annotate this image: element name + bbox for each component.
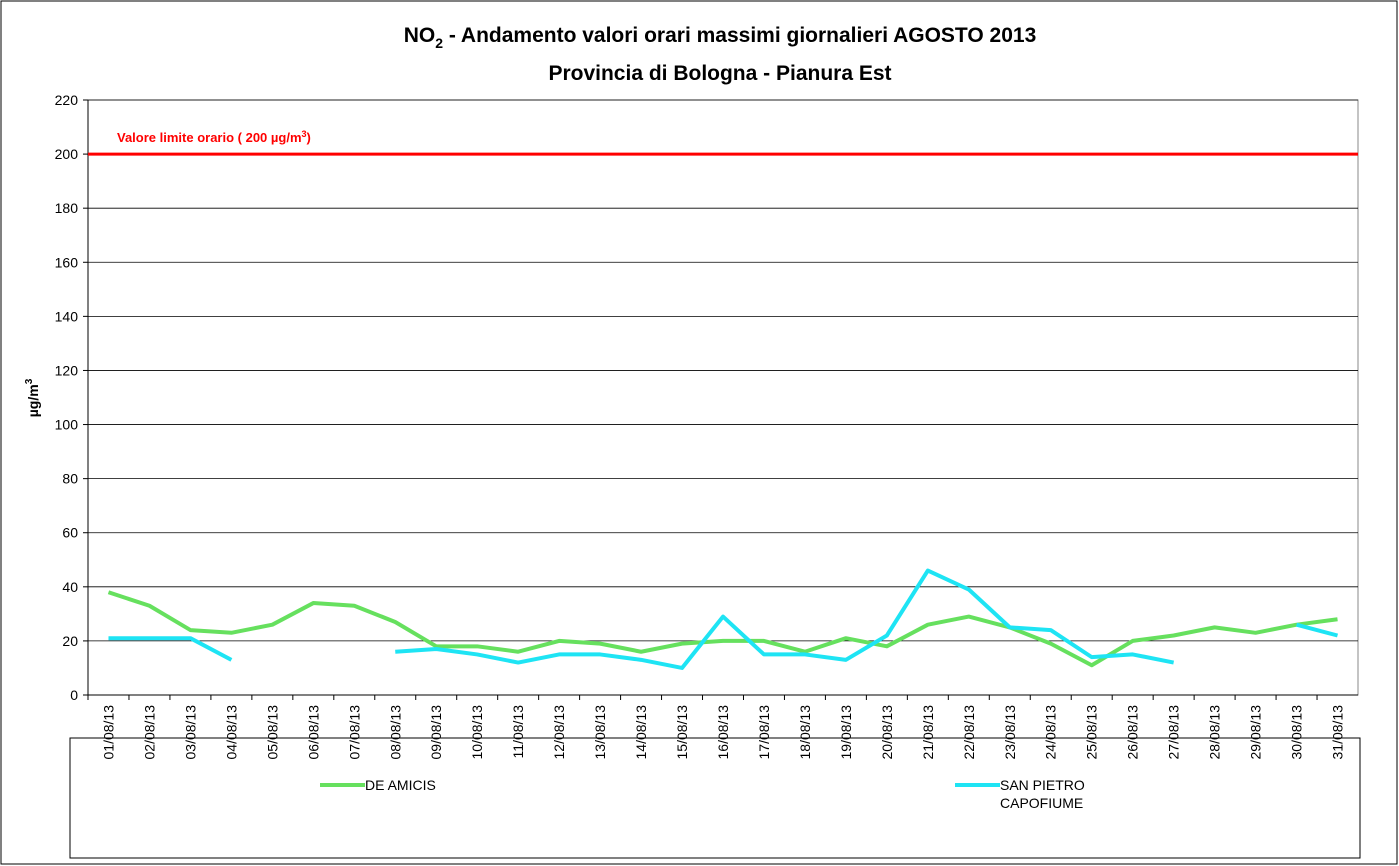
x-tick-label: 14/08/13	[633, 705, 649, 760]
title-part: - Andamento valori orari massimi giornal…	[443, 24, 1036, 47]
legend-label: DE AMICIS	[365, 777, 436, 793]
x-tick-label: 06/08/13	[305, 705, 321, 760]
x-tick-label: 20/08/13	[879, 705, 895, 760]
reference-label-part: 3	[302, 129, 307, 139]
y-tick-label: 200	[55, 146, 79, 162]
x-tick-label: 18/08/13	[797, 705, 813, 760]
y-tick-label: 140	[55, 308, 79, 324]
plot-area	[87, 99, 1359, 696]
x-tick-label: 02/08/13	[141, 705, 157, 760]
x-tick-label: 23/08/13	[1002, 705, 1018, 760]
x-tick-label: 13/08/13	[592, 705, 608, 760]
x-tick-label: 19/08/13	[838, 705, 854, 760]
reference-label-part: Valore limite orario ( 200 µg/m	[117, 130, 302, 145]
legend-box	[69, 737, 1361, 859]
x-tick-label: 17/08/13	[756, 705, 772, 760]
x-tick-label: 29/08/13	[1248, 705, 1264, 760]
reference-label-part: )	[307, 130, 311, 145]
x-tick-label: 05/08/13	[264, 705, 280, 760]
y-tick-label: 40	[62, 579, 78, 595]
x-tick-label: 12/08/13	[551, 705, 567, 760]
x-tick-label: 21/08/13	[920, 705, 936, 760]
x-tick-label: 30/08/13	[1289, 705, 1305, 760]
y-axis-label: µg/m3	[24, 378, 41, 417]
x-tick-label: 08/08/13	[387, 705, 403, 760]
x-tick-label: 10/08/13	[469, 705, 485, 760]
x-tick-label: 07/08/13	[346, 705, 362, 760]
x-tick-label: 24/08/13	[1043, 705, 1059, 760]
y-tick-label: 60	[62, 525, 78, 541]
x-tick-label: 11/08/13	[510, 705, 526, 759]
y-tick-label: 160	[55, 254, 79, 270]
x-tick-label: 03/08/13	[182, 705, 198, 760]
y-tick-label: 80	[62, 471, 78, 487]
series-line	[108, 568, 1339, 670]
title-subscript: 2	[435, 35, 443, 51]
y-tick-label: 0	[70, 687, 78, 703]
legend-label: SAN PIETRO CAPOFIUME	[1000, 777, 1085, 811]
chart-subtitle: Provincia di Bologna - Pianura Est	[548, 62, 891, 85]
y-label-part: µg/m	[25, 384, 41, 417]
y-tick-label: 100	[55, 417, 79, 433]
title-part: NO	[404, 24, 436, 47]
y-label-superscript: 3	[24, 378, 35, 384]
y-tick-label: 120	[55, 362, 79, 378]
x-tick-label: 27/08/13	[1166, 705, 1182, 760]
reference-label: Valore limite orario ( 200 µg/m3)	[117, 129, 311, 145]
x-tick-label: 15/08/13	[674, 705, 690, 760]
x-tick-label: 26/08/13	[1125, 705, 1141, 760]
y-tick-label: 20	[62, 633, 78, 649]
y-tick-label: 220	[55, 92, 79, 108]
chart-title: NO2 - Andamento valori orari massimi gio…	[404, 24, 1037, 51]
x-tick-label: 01/08/13	[100, 705, 116, 760]
x-tick-label: 25/08/13	[1084, 705, 1100, 760]
x-tick-label: 16/08/13	[715, 705, 731, 760]
x-tick-label: 04/08/13	[223, 705, 239, 760]
x-tick-label: 31/08/13	[1330, 705, 1346, 760]
x-tick-label: 22/08/13	[961, 705, 977, 760]
x-tick-label: 09/08/13	[428, 705, 444, 760]
series-line	[107, 590, 1338, 668]
y-tick-label: 180	[55, 200, 79, 216]
x-tick-label: 28/08/13	[1207, 705, 1223, 760]
